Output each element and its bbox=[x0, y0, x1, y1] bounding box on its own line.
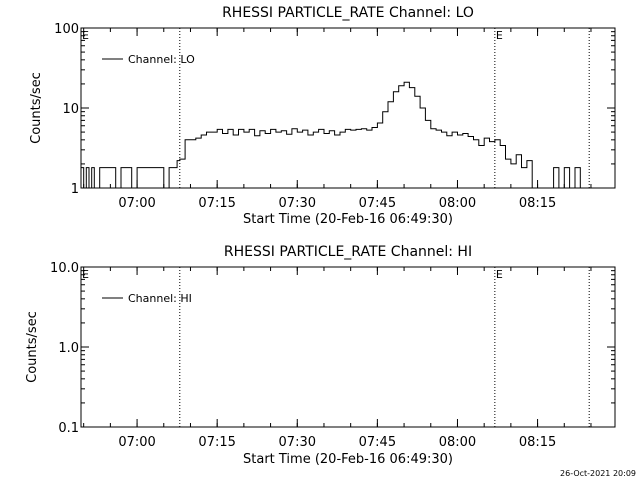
x-tick-label: 08:15 bbox=[519, 435, 556, 450]
x-tick-label: 07:45 bbox=[359, 196, 396, 211]
y-tick-label: 100 bbox=[54, 22, 79, 37]
chart-panel-2: RHESSI PARTICLE_RATE Channel: HI 0.1 1.0 10… bbox=[25, 244, 616, 467]
y-tick-label: 10.0 bbox=[50, 261, 79, 276]
x-tick-label: 07:30 bbox=[279, 435, 316, 450]
x-tick-label: 08:00 bbox=[439, 435, 476, 450]
x-tick-label: 07:45 bbox=[359, 435, 396, 450]
x-tick-label: 07:30 bbox=[279, 196, 316, 211]
plot-frame bbox=[80, 266, 616, 428]
legend-label: Channel: HI bbox=[128, 292, 192, 305]
event-marker-label: E bbox=[496, 268, 503, 281]
y-tick-label: 1 bbox=[71, 182, 79, 197]
x-tick-label: 08:00 bbox=[439, 196, 476, 211]
x-tick-label: 07:00 bbox=[118, 196, 155, 211]
x-axis-label: Start Time (20-Feb-16 06:49:30) bbox=[243, 452, 453, 467]
y-tick-label: 10 bbox=[62, 102, 79, 117]
x-tick-label: 08:15 bbox=[519, 196, 556, 211]
chart-title: RHESSI PARTICLE_RATE Channel: HI bbox=[224, 244, 472, 260]
footer-timestamp: 26-Oct-2021 20:09 bbox=[560, 469, 636, 478]
x-tick-label: 07:00 bbox=[118, 435, 155, 450]
event-marker-label: E bbox=[496, 29, 503, 42]
y-tick-label: 1.0 bbox=[58, 341, 79, 356]
plot-frame bbox=[80, 27, 616, 189]
chart-panel-1: RHESSI PARTICLE_RATE Channel: LO 1 10 100 07… bbox=[29, 5, 616, 227]
x-tick-label: 07:15 bbox=[198, 196, 235, 211]
chart-title: RHESSI PARTICLE_RATE Channel: LO bbox=[222, 5, 474, 21]
y-axis-label: Counts/sec bbox=[29, 72, 44, 144]
x-tick-label: 07:15 bbox=[198, 435, 235, 450]
corner-mark: E bbox=[82, 29, 89, 42]
series-line-lo bbox=[81, 81, 590, 189]
corner-mark: E bbox=[82, 268, 89, 281]
y-tick-label: 0.1 bbox=[58, 421, 79, 436]
y-axis-label: Counts/sec bbox=[25, 311, 40, 383]
x-axis-label: Start Time (20-Feb-16 06:49:30) bbox=[243, 212, 453, 227]
legend-label: Channel: LO bbox=[128, 53, 195, 66]
